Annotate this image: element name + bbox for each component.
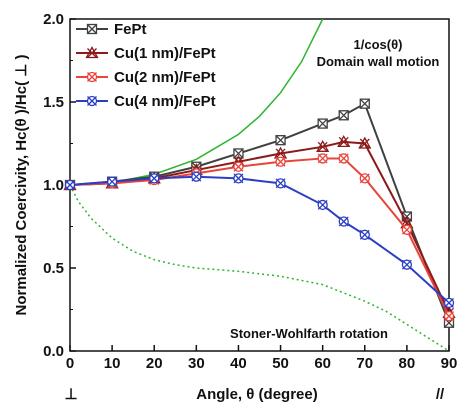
data-point <box>358 136 372 149</box>
x-tick-label: 60 <box>314 355 331 372</box>
data-point <box>275 135 286 146</box>
legend-label: Cu(4 nm)/FePt <box>114 93 216 110</box>
series-3 <box>64 171 455 309</box>
y-tick-label: 0.5 <box>43 260 64 277</box>
axis-ticks: 0 10 20 30 40 50 60 70 80 90 0.0 0.5 1.0 1.5 2.0 <box>43 11 457 372</box>
series-line <box>69 140 450 314</box>
data-point <box>233 173 244 184</box>
data-point <box>316 139 330 152</box>
data-point <box>317 199 328 211</box>
data-point <box>149 173 160 184</box>
data-series <box>63 98 456 328</box>
data-point <box>233 161 244 172</box>
x-tick-label: 90 <box>441 355 458 372</box>
annotation-domain-wall-formula: 1/cos(θ) <box>354 37 403 52</box>
x-tick-label: 80 <box>399 355 416 372</box>
x-tick-label: 10 <box>104 355 121 372</box>
data-point <box>401 224 413 235</box>
data-point <box>359 173 370 184</box>
legend-label: Cu(1 nm)/FePt <box>114 45 216 62</box>
series-2 <box>64 153 455 322</box>
legend-swatch-marker <box>85 46 99 59</box>
y-tick-label: 1.0 <box>43 177 64 194</box>
series-line <box>69 157 450 317</box>
legend-label: FePt <box>114 21 147 38</box>
x-tick-label: 50 <box>272 355 289 372</box>
x-tick-label: 40 <box>230 355 247 372</box>
x-tick-label: 0 <box>66 355 74 372</box>
annotation-domain-wall-label: Domain wall motion <box>317 54 440 69</box>
y-axis-title: Normalized Coercivity, Hc(θ )/Hc( ⊥ ) <box>13 55 30 316</box>
legend: FePt Cu(1 nm)/FePt Cu(2 nm)/FePt Cu(4 nm)/F… <box>76 21 216 110</box>
x-tick-label: 30 <box>188 355 205 372</box>
x-tick-label: 20 <box>146 355 163 372</box>
data-point <box>359 229 370 240</box>
data-point <box>106 176 118 187</box>
data-point <box>338 216 349 227</box>
data-point <box>338 153 349 164</box>
data-point <box>317 118 328 129</box>
x-axis-perpendicular-label: ⊥ <box>64 386 77 403</box>
x-axis-title: Angle, θ (degree) <box>196 386 317 403</box>
data-point <box>275 178 286 189</box>
data-point <box>275 156 286 167</box>
stoner-wohlfarth-curve <box>69 184 450 352</box>
data-point <box>317 153 328 164</box>
legend-swatch-marker <box>86 95 98 107</box>
y-tick-label: 0.0 <box>43 343 64 360</box>
data-point <box>359 98 370 109</box>
data-point <box>401 259 413 270</box>
data-point <box>191 171 202 182</box>
legend-swatch-marker <box>86 71 98 83</box>
data-point <box>443 297 455 309</box>
x-tick-label: 70 <box>356 355 373 372</box>
data-point <box>338 110 349 121</box>
data-point <box>64 179 76 191</box>
annotation-stoner-wohlfarth: Stoner-Wohlfarth rotation <box>230 326 388 341</box>
data-point <box>233 148 244 159</box>
y-tick-label: 2.0 <box>43 11 64 28</box>
series-0 <box>64 98 455 328</box>
data-point <box>337 134 351 147</box>
legend-swatch-marker <box>86 23 98 35</box>
y-tick-label: 1.5 <box>43 94 64 111</box>
data-point <box>443 310 455 322</box>
x-axis-parallel-label: // <box>436 386 445 403</box>
legend-label: Cu(2 nm)/FePt <box>114 69 216 86</box>
